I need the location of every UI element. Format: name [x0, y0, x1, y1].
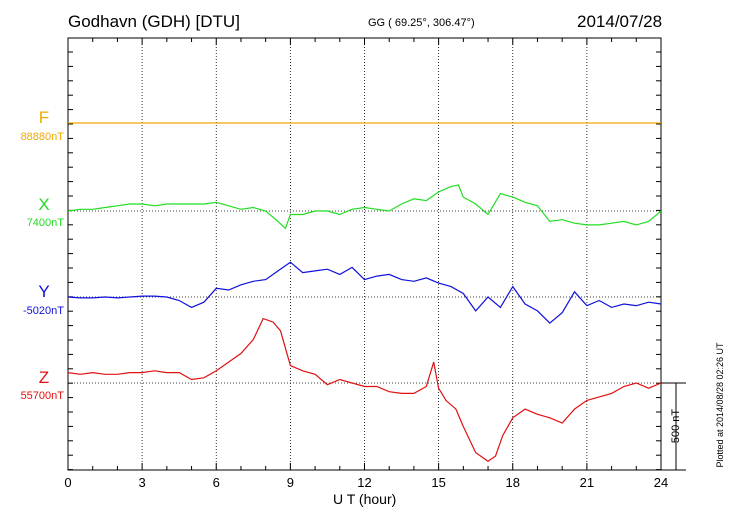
x-axis-label: U T (hour) — [333, 491, 397, 507]
plot-date: 2014/07/28 — [577, 12, 663, 31]
baseline-label-f: 88880nT — [20, 131, 64, 143]
x-tick-label: 24 — [654, 475, 668, 490]
x-tick-label: 3 — [139, 475, 146, 490]
x-tick-label: 15 — [431, 475, 445, 490]
scale-bar-label: 500 nT — [670, 408, 682, 444]
baseline-label-x: 7400nT — [26, 217, 64, 229]
component-label-z: Z — [38, 368, 50, 387]
component-label-f: F — [38, 108, 50, 127]
series-line-x — [67, 184, 662, 230]
station-coordinates: GG ( 69.25°, 306.47°) — [368, 17, 475, 29]
x-tick-label: 9 — [287, 475, 294, 490]
baseline-label-z: 55700nT — [20, 390, 64, 402]
x-tick-label: 12 — [357, 475, 371, 490]
series-line-y — [67, 261, 662, 324]
x-tick-label: 18 — [506, 475, 520, 490]
scale-bar — [661, 382, 686, 471]
component-label-x: X — [38, 195, 50, 214]
station-title: Godhavn (GDH) [DTU] — [68, 12, 240, 31]
component-label-y: Y — [38, 282, 50, 301]
x-tick-label: 6 — [213, 475, 220, 490]
plotted-timestamp: Plotted at 2014/08/28 02:26 UT — [715, 342, 725, 468]
x-tick-label: 21 — [580, 475, 594, 490]
baseline-label-y: -5020nT — [23, 305, 64, 317]
series-line-z — [67, 317, 662, 463]
x-tick-label: 0 — [64, 475, 71, 490]
